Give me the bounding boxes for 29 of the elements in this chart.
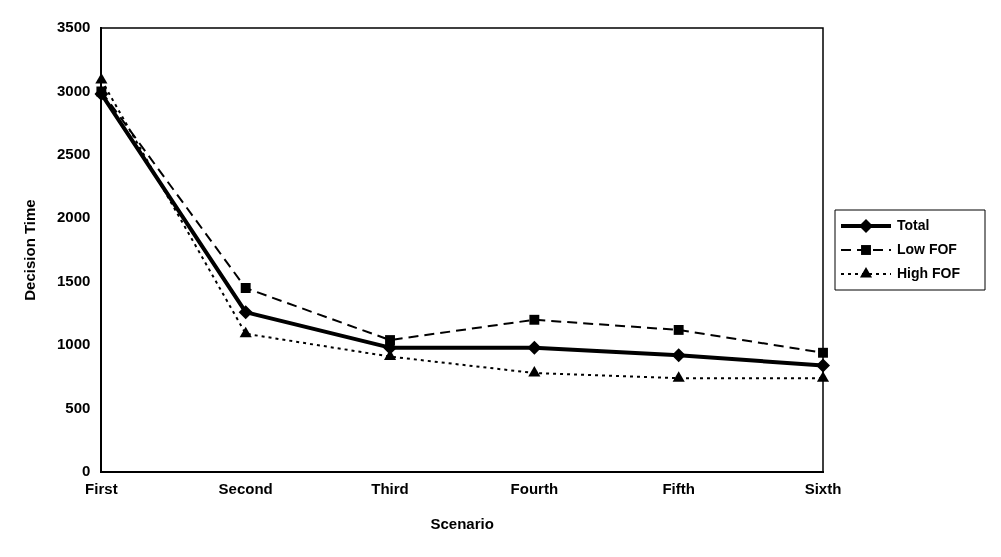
- point: [528, 366, 541, 377]
- point: [527, 340, 542, 355]
- y-tick-label: 500: [65, 398, 91, 416]
- legend-label: Total: [897, 216, 930, 233]
- point: [673, 324, 684, 335]
- x-tick-label: Third: [371, 480, 409, 498]
- point: [239, 326, 252, 338]
- point: [95, 73, 108, 84]
- point: [672, 371, 685, 382]
- y-tick-label: 2000: [56, 208, 91, 226]
- y-axis-title: Decision Time: [21, 199, 39, 301]
- legend-label: Low FOF: [897, 240, 958, 257]
- x-tick-label: Sixth: [804, 480, 842, 498]
- y-tick-label: 2500: [56, 145, 91, 162]
- legend-label: High FOF: [897, 264, 961, 281]
- y-tick-label: 0: [82, 462, 91, 480]
- y-tick-label: 3500: [56, 18, 91, 36]
- y-tick-label: 3000: [56, 81, 91, 99]
- y-tick-label: 1500: [56, 271, 91, 289]
- y-tick-label: 1000: [56, 335, 91, 353]
- x-tick-label: Second: [218, 480, 273, 498]
- x-tick-label: First: [85, 480, 118, 498]
- point: [240, 283, 251, 294]
- point: [238, 305, 253, 320]
- x-tick-label: Fourth: [510, 480, 559, 498]
- point: [529, 314, 540, 325]
- x-axis-title: Scenario: [430, 515, 494, 533]
- x-tick-label: Fifth: [662, 480, 695, 498]
- point: [671, 348, 686, 363]
